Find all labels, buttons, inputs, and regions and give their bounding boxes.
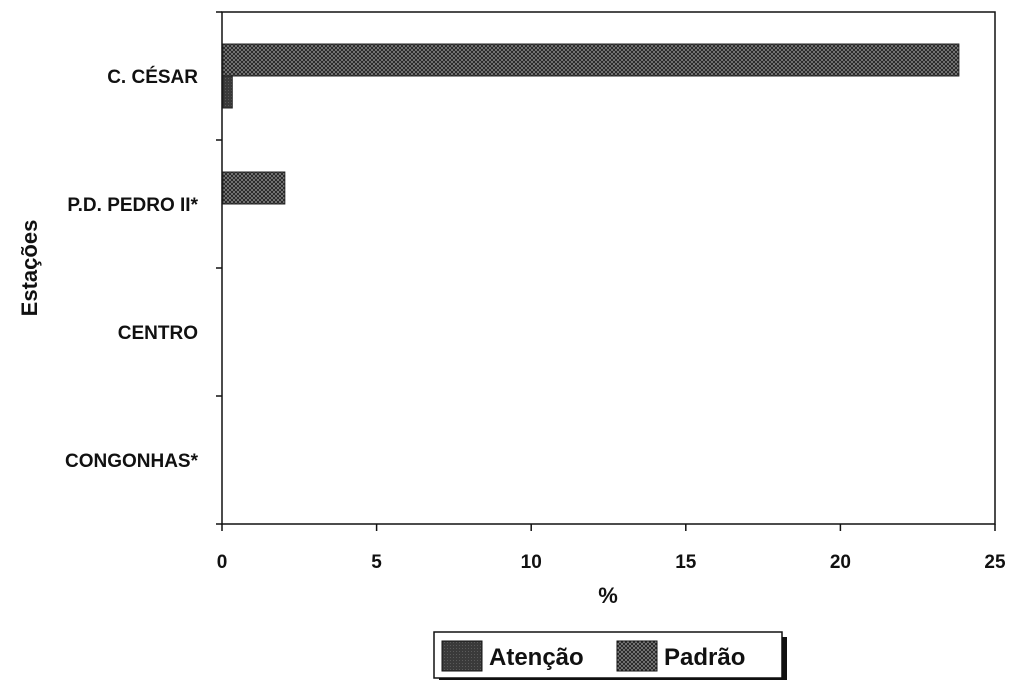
bar-padrao-c-cesar <box>222 43 960 77</box>
y-axis-tick-labels: C. CÉSAR P.D. PEDRO II* CENTRO CONGONHAS* <box>65 66 199 472</box>
bar-atencao-c-cesar <box>222 75 233 109</box>
x-tick-label: 20 <box>830 552 851 573</box>
bars-group <box>222 43 960 205</box>
y-axis-ticks <box>216 11 222 525</box>
y-axis-title: Estações <box>17 220 42 317</box>
x-tick-label: 25 <box>984 552 1006 573</box>
legend-box <box>433 631 783 679</box>
y-tick-label-congonhas: CONGONHAS* <box>65 451 199 472</box>
legend-swatch-atencao <box>441 640 483 672</box>
x-axis-ticks <box>221 524 996 531</box>
x-tick-label: 5 <box>371 552 382 573</box>
y-tick-label-c-cesar: C. CÉSAR <box>107 66 198 88</box>
legend: Atenção Padrão <box>433 631 787 680</box>
legend-label-padrao: Padrão <box>664 644 745 671</box>
x-tick-label: 10 <box>521 552 542 573</box>
y-tick-label-centro: CENTRO <box>118 323 198 344</box>
x-axis-title: % <box>598 583 618 608</box>
plot-area <box>221 11 996 525</box>
legend-swatch-padrao <box>616 640 658 672</box>
x-tick-label: 15 <box>675 552 697 573</box>
x-tick-label: 0 <box>217 552 228 573</box>
y-tick-label-p-d-pedro-ii: P.D. PEDRO II* <box>67 195 198 216</box>
x-axis-tick-labels: 0 5 10 15 20 25 <box>217 552 1006 573</box>
bar-padrao-p-d-pedro-ii <box>222 171 286 205</box>
legend-label-atencao: Atenção <box>489 644 584 671</box>
plot-frame <box>221 11 996 525</box>
